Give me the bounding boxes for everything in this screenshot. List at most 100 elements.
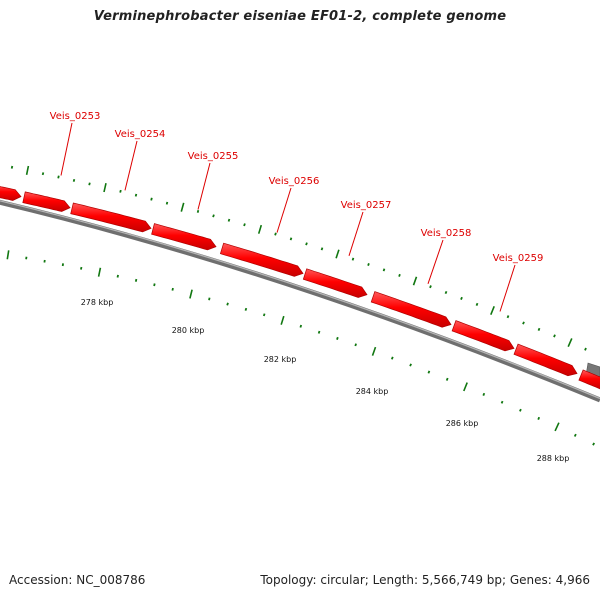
accession-text: Accession: NC_008786 [9,573,146,587]
minor-tick [427,370,431,374]
gene-arrow[interactable] [451,320,515,352]
major-tick [257,224,263,234]
gene-arrow[interactable] [513,343,578,377]
minor-tick [119,189,122,193]
major-tick [97,267,102,277]
gene-arrow[interactable] [578,369,600,390]
gene-arrow[interactable] [70,202,152,233]
gene-label-leader [348,211,364,256]
minor-tick [444,290,448,295]
minor-tick [244,307,248,311]
minor-tick [274,232,277,236]
gene-label[interactable]: Veis_0254 [115,129,166,140]
minor-tick [390,356,394,360]
gene-arrow[interactable] [370,291,452,328]
minor-tick [196,209,200,213]
minor-tick [398,273,401,277]
minor-tick [134,278,138,282]
kbp-tick-label: 284 kbp [356,387,389,396]
gene-label[interactable]: Veis_0258 [421,228,472,239]
minor-tick [289,237,293,241]
genome-summary-text: Topology: circular; Length: 5,566,749 bp… [260,573,590,587]
minor-tick [116,274,119,278]
major-tick [412,276,418,286]
minor-tick [212,214,215,218]
minor-tick [553,334,556,338]
minor-tick [409,363,412,367]
gene-arrow[interactable] [0,185,22,201]
gene-label-leader [124,140,138,191]
minor-tick [72,178,76,182]
gene-label[interactable]: Veis_0253 [50,111,101,122]
minor-tick [262,313,266,317]
genome-title: Verminephrobacter eiseniae EF01-2, compl… [93,9,507,24]
minor-tick [134,193,138,197]
minor-tick [573,433,577,437]
minor-tick [88,182,91,186]
minor-tick [317,330,321,334]
gene-arrow[interactable] [219,242,304,277]
gene-arrow[interactable] [22,191,71,212]
gene-label-layer: Veis_0253 Veis_0254 Veis_0255 Veis_0256 Veis… [50,111,544,312]
minor-tick [519,408,522,412]
major-tick [180,202,185,212]
gene-label-leader [499,264,516,312]
minor-tick [10,165,14,169]
gene-label-leader [60,122,73,176]
major-tick [189,289,193,299]
major-tick [6,250,10,260]
upper-tick-ruler [10,165,587,351]
minor-tick [165,201,169,205]
minor-tick [592,442,595,446]
gene-label[interactable]: Veis_0255 [188,151,239,162]
major-tick [554,422,560,432]
minor-tick [354,343,357,347]
minor-tick [227,218,231,222]
minor-tick [351,257,355,261]
major-tick [463,382,468,392]
minor-tick [429,285,432,289]
minor-tick [299,324,303,328]
major-tick [371,346,377,356]
minor-tick [500,400,504,404]
genome-backbone-highlight [0,200,600,400]
minor-tick [153,283,156,287]
gene-label-leader [427,239,444,284]
major-tick [25,165,30,175]
gene-label-leader [197,162,211,210]
kbp-tick-label: 288 kbp [537,454,570,463]
kbp-tick-label: 280 kbp [172,326,205,335]
gene-label[interactable]: Veis_0259 [493,253,544,264]
minor-tick [150,197,153,201]
minor-tick [41,172,45,176]
minor-tick [584,347,587,351]
minor-tick [243,223,246,227]
minor-tick [80,266,83,270]
minor-tick [475,302,479,306]
minor-tick [537,327,541,331]
minor-tick [57,175,60,179]
gene-label[interactable]: Veis_0257 [341,200,392,211]
minor-tick [226,302,229,306]
major-tick [103,183,107,193]
minor-tick [506,315,510,319]
gene-label[interactable]: Veis_0256 [269,176,320,187]
gene-label-leader [276,187,292,233]
minor-tick [382,268,386,272]
kbp-tick-label: 286 kbp [446,419,479,428]
gene-arrow[interactable] [302,268,368,298]
lower-kbp-ruler: 278 kbp 280 kbp 282 kbp 284 kbp 286 kbp 288 k… [6,250,595,463]
minor-tick [320,247,324,251]
minor-tick [208,297,211,301]
gene-arrow[interactable] [151,223,217,251]
major-tick [335,249,340,259]
minor-tick [460,296,463,300]
minor-tick [171,287,174,291]
major-tick [567,338,573,348]
kbp-tick-label: 278 kbp [81,298,114,307]
major-tick [490,305,495,316]
minor-tick [522,321,525,325]
minor-tick [482,392,486,396]
